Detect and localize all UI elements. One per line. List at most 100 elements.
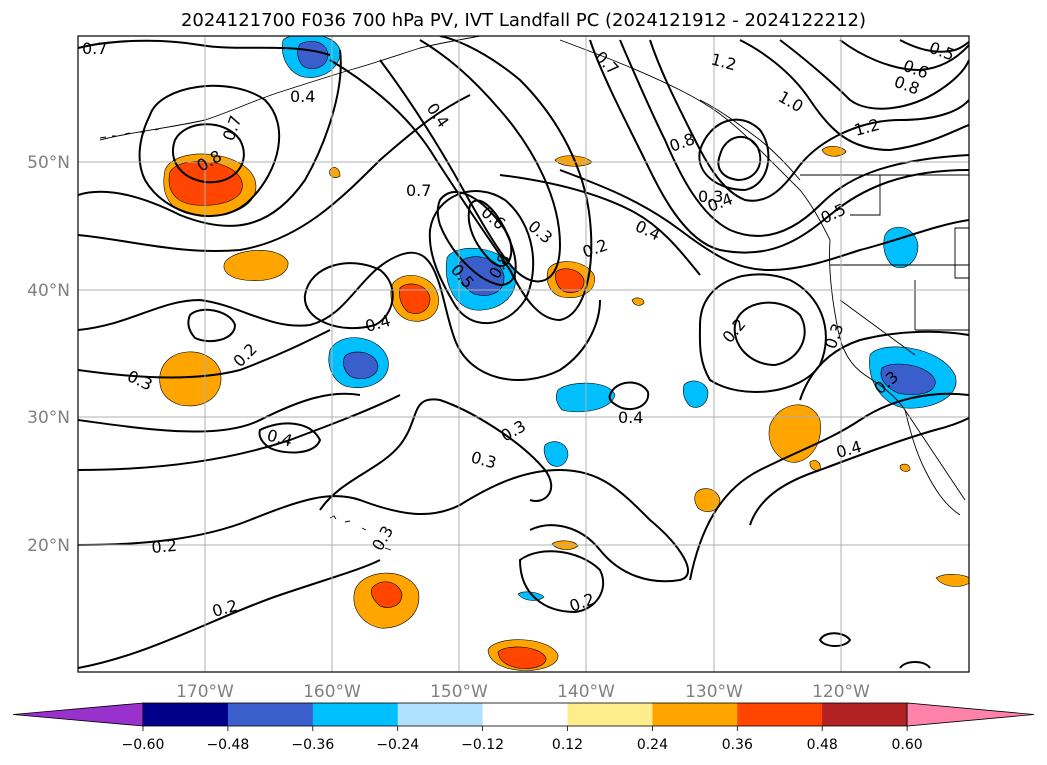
anomaly-blob <box>297 41 329 69</box>
border-line <box>850 175 881 216</box>
pv-contour <box>436 190 517 287</box>
pv-contour <box>733 301 806 367</box>
lat-label: 40°N <box>27 281 70 301</box>
anomaly-blob <box>935 574 969 587</box>
bc-coast <box>699 99 801 181</box>
pv-contour <box>839 39 969 72</box>
pv-contour <box>649 39 969 202</box>
coastlines <box>99 36 969 551</box>
lat-label: 20°N <box>27 536 70 556</box>
pv-contour <box>619 39 969 237</box>
lon-label: 160°W <box>303 682 361 702</box>
colorbar-tick-label: 0.12 <box>552 737 583 753</box>
colorbar-segment <box>652 703 738 726</box>
colorbar-segment <box>567 703 653 726</box>
colorbar-tick-label: −0.60 <box>122 737 165 753</box>
colorbar-tick-label: 0.24 <box>637 737 668 753</box>
colorbar-segment <box>143 703 229 726</box>
colorbar-segment <box>482 703 568 726</box>
colorbar-segment <box>737 703 823 726</box>
anomaly-blob <box>517 591 545 601</box>
pv-contour <box>78 392 361 433</box>
hawaii-islands <box>329 515 392 551</box>
pv-contour <box>258 422 322 454</box>
graticule <box>78 36 969 672</box>
pv-contour <box>303 262 394 330</box>
lon-label: 130°W <box>685 682 743 702</box>
colorbar-tick-label: 0.36 <box>722 737 753 753</box>
alaska-coast <box>99 36 481 141</box>
pv-contour <box>379 39 562 283</box>
pv-contour <box>698 273 827 393</box>
pv-contour <box>467 199 513 268</box>
map-frame <box>77 35 970 673</box>
anomaly-blob <box>168 160 243 206</box>
anomaly-blob <box>371 581 403 608</box>
lon-label: 150°W <box>430 682 488 702</box>
map-title: 2024121700 F036 700 hPa PV, IVT Landfall… <box>180 10 867 31</box>
aleutian-islands <box>99 128 160 139</box>
alaska-coast <box>559 39 831 241</box>
anomaly-blob <box>883 226 919 268</box>
pv-contour <box>739 39 969 152</box>
baja-coast <box>904 409 961 516</box>
pv-contour <box>689 392 969 581</box>
pv-contour <box>78 394 401 471</box>
border-line <box>839 299 916 356</box>
pv-contour <box>518 550 605 614</box>
pv-contour <box>779 39 969 110</box>
anomaly-blob <box>223 250 289 281</box>
colorbar-tick-label: −0.24 <box>376 737 419 753</box>
lat-label: 30°N <box>27 408 70 428</box>
colorbar-segment <box>397 703 484 726</box>
pv-contour <box>899 661 931 669</box>
pv-contours <box>78 36 969 669</box>
lat-axis-labels: 50°N 40°N 30°N 20°N <box>27 153 70 556</box>
pv-contour <box>78 329 331 379</box>
anomaly-blob <box>497 646 547 669</box>
pv-contour <box>78 251 601 381</box>
pv-contour <box>329 36 593 322</box>
pv-contour <box>559 169 969 272</box>
pv-contour <box>78 39 331 56</box>
colorbar-tick-label: 0.48 <box>807 737 838 753</box>
colorbar-extend-low <box>12 702 144 727</box>
anomaly-blob <box>682 380 709 408</box>
pv-contour <box>428 190 535 325</box>
anomaly-blob <box>880 363 936 395</box>
anomaly-blob <box>899 463 911 472</box>
lon-label: 140°W <box>557 682 615 702</box>
lon-label: 120°W <box>812 682 870 702</box>
map-panel: 0.7 0.4 0.7 0.8 0.4 0.7 0.6 0.3 0.5 0.8 … <box>27 35 970 702</box>
pv-contour <box>899 39 969 53</box>
pv-contour <box>717 135 762 182</box>
contour-label: 0.4 <box>618 408 643 427</box>
pv-contour <box>818 632 852 647</box>
anomaly-blob <box>631 297 645 306</box>
colorbar-tick-label: −0.36 <box>291 737 334 753</box>
pv-contour <box>319 398 553 511</box>
us-west-coast <box>829 239 966 501</box>
contour-label: 0.7 <box>82 39 107 58</box>
lon-axis-labels: 170°W 160°W 150°W 140°W 130°W 120°W <box>176 682 870 702</box>
contour-label: 0.7 <box>406 181 431 200</box>
colorbar-segment <box>822 703 908 726</box>
pv-contour <box>78 468 690 583</box>
contour-label: 0.4 <box>290 87 315 106</box>
anomaly-blob <box>555 268 585 293</box>
pv-contour <box>78 559 381 669</box>
colorbar-tick-label: −0.48 <box>206 737 249 753</box>
pv-contour <box>78 94 471 252</box>
colorbar-tick-label: −0.12 <box>461 737 504 753</box>
pv-contour <box>138 84 281 217</box>
colorbar: −0.60 −0.48 −0.36 −0.24 −0.12 0.12 0.24 0.36 0.4… <box>12 702 1035 753</box>
colorbar-segment <box>227 703 314 726</box>
pv-contour <box>187 308 237 343</box>
colorbar-segment <box>312 703 399 726</box>
pv-contour <box>799 330 969 401</box>
pv-contour <box>749 417 969 526</box>
anomaly-blob <box>343 351 379 379</box>
pv-contour <box>589 39 969 254</box>
contour-label: 0.2 <box>151 536 178 557</box>
